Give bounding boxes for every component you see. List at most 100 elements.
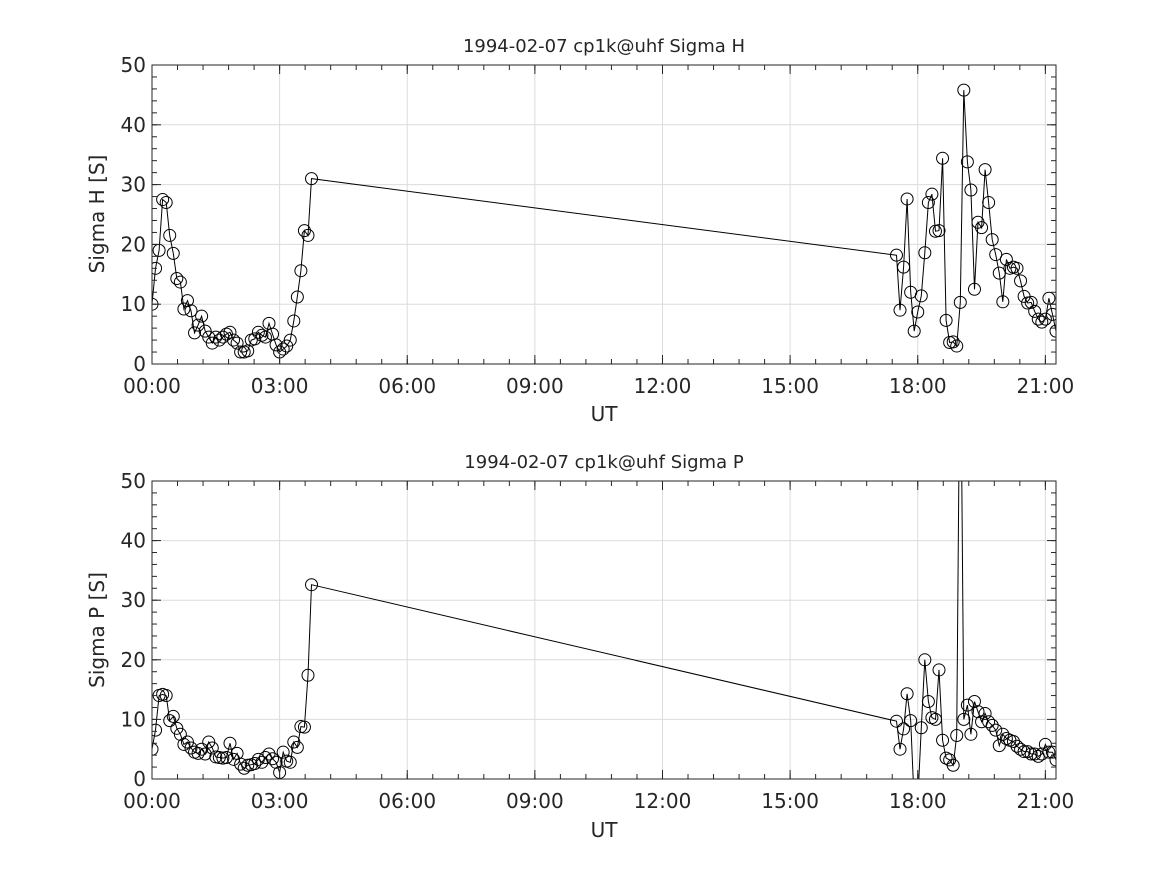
data-series [152, 481, 1056, 779]
data-point [163, 714, 177, 728]
data-point [893, 303, 907, 317]
data-point [957, 712, 971, 726]
data-point [184, 741, 198, 755]
data-point [283, 333, 297, 347]
y-axis-label: Sigma H [S] [85, 155, 109, 274]
data-point [992, 266, 1006, 280]
data-point [166, 246, 180, 260]
data-point [897, 260, 911, 274]
data-point [287, 314, 301, 328]
data-point [978, 163, 992, 177]
data-point [964, 183, 978, 197]
data-point [1010, 261, 1024, 275]
data-point [1028, 747, 1042, 761]
x-tick-label: 21:00 [1017, 789, 1075, 813]
data-point [255, 328, 269, 342]
data-point [152, 723, 163, 737]
data-point [914, 289, 928, 303]
data-point [1028, 304, 1042, 318]
data-point [159, 689, 173, 703]
data-point [188, 326, 202, 340]
data-point [305, 578, 319, 592]
series-line [152, 90, 1056, 353]
data-point [297, 224, 311, 238]
data-point [1042, 745, 1056, 759]
x-tick-label: 18:00 [889, 374, 947, 398]
data-point [985, 718, 999, 732]
data-point [237, 761, 251, 775]
data-point [932, 663, 946, 677]
chart-title: 1994-02-07 cp1k@uhf Sigma H [463, 36, 745, 57]
data-point [960, 155, 974, 169]
data-point [960, 698, 974, 712]
data-point [301, 228, 315, 242]
chart-title: 1994-02-07 cp1k@uhf Sigma P [464, 452, 744, 473]
data-point [985, 233, 999, 247]
data-point [223, 325, 237, 339]
y-tick-label: 0 [133, 767, 146, 791]
data-point [1010, 739, 1024, 753]
data-point [258, 751, 272, 765]
data-point [159, 196, 173, 210]
data-point [932, 224, 946, 238]
data-point [1021, 745, 1035, 759]
data-point [904, 714, 918, 728]
data-point [953, 295, 967, 309]
y-tick-label: 20 [121, 232, 146, 256]
data-point [982, 715, 996, 729]
data-point [290, 740, 304, 754]
data-point [173, 275, 187, 289]
data-point [152, 261, 163, 275]
x-tick-label: 03:00 [251, 374, 309, 398]
data-point [889, 714, 903, 728]
data-point [156, 193, 170, 207]
data-point [177, 302, 191, 316]
data-point [1045, 745, 1056, 759]
data-point [180, 294, 194, 308]
data-point [1038, 312, 1052, 326]
data-point [1049, 753, 1056, 767]
data-point [1014, 742, 1028, 756]
data-point [911, 305, 925, 319]
data-point [1031, 312, 1045, 326]
data-point [893, 742, 907, 756]
y-tick-label: 20 [121, 648, 146, 672]
data-point [1024, 747, 1038, 761]
data-point [251, 752, 265, 766]
data-point [305, 172, 319, 186]
data-point [918, 653, 932, 667]
x-tick-label: 06:00 [378, 789, 436, 813]
data-point [1035, 315, 1049, 329]
data-point [294, 264, 308, 278]
data-point [234, 757, 248, 771]
data-point [900, 687, 914, 701]
data-point [1014, 274, 1028, 288]
data-point [989, 248, 1003, 262]
data-point [989, 723, 1003, 737]
data-point [936, 733, 950, 747]
data-point [964, 727, 978, 741]
y-tick-label: 0 [133, 352, 146, 376]
data-point [925, 187, 939, 201]
data-point [269, 338, 283, 352]
x-axis-label: UT [591, 818, 619, 842]
data-point [999, 252, 1013, 266]
data-point [971, 705, 985, 719]
y-tick-label: 40 [121, 113, 146, 137]
data-point [227, 333, 241, 347]
data-point [276, 342, 290, 356]
data-point [290, 290, 304, 304]
data-point [177, 737, 191, 751]
data-point [163, 228, 177, 242]
y-tick-label: 10 [121, 707, 146, 731]
data-point [967, 282, 981, 296]
data-point [996, 295, 1010, 309]
x-tick-label: 21:00 [1017, 374, 1075, 398]
x-tick-label: 12:00 [634, 374, 692, 398]
series-line [152, 481, 1056, 779]
data-point [266, 752, 280, 766]
data-point [950, 339, 964, 353]
x-tick-label: 15:00 [761, 374, 819, 398]
data-point [269, 755, 283, 769]
